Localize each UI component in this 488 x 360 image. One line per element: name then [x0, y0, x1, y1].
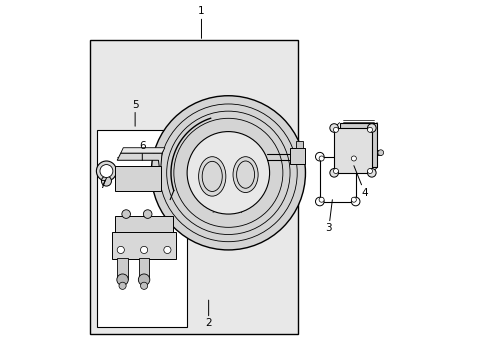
Circle shape	[367, 127, 372, 132]
Bar	[117, 258, 128, 279]
Circle shape	[319, 156, 324, 161]
Bar	[115, 216, 172, 234]
Text: 6: 6	[139, 141, 145, 160]
Bar	[319, 157, 355, 202]
Bar	[139, 258, 149, 279]
Circle shape	[151, 96, 305, 250]
Bar	[290, 148, 305, 164]
Text: 3: 3	[325, 200, 332, 233]
Circle shape	[351, 197, 359, 206]
Circle shape	[333, 168, 338, 174]
Circle shape	[351, 156, 356, 161]
Circle shape	[315, 152, 324, 161]
Bar	[90, 40, 298, 334]
Ellipse shape	[202, 161, 222, 192]
Circle shape	[319, 197, 324, 202]
Circle shape	[96, 161, 116, 181]
Circle shape	[117, 246, 124, 253]
Circle shape	[333, 127, 338, 132]
Bar	[295, 141, 302, 148]
Circle shape	[100, 165, 113, 177]
Circle shape	[119, 282, 126, 289]
Circle shape	[138, 274, 149, 285]
Circle shape	[315, 197, 324, 206]
Ellipse shape	[198, 157, 225, 196]
Circle shape	[143, 210, 152, 219]
Ellipse shape	[236, 161, 254, 188]
Text: 2: 2	[205, 300, 211, 328]
Bar	[112, 232, 176, 259]
Bar	[115, 166, 161, 191]
Circle shape	[367, 168, 372, 174]
Circle shape	[351, 197, 356, 202]
Circle shape	[140, 282, 147, 289]
Bar	[97, 130, 187, 327]
Bar	[333, 128, 371, 173]
Text: 4: 4	[353, 166, 367, 198]
Circle shape	[351, 152, 359, 161]
Text: 7: 7	[100, 178, 106, 190]
Circle shape	[329, 168, 338, 177]
Ellipse shape	[233, 157, 258, 193]
Polygon shape	[121, 148, 164, 153]
Circle shape	[329, 124, 338, 132]
Circle shape	[140, 246, 147, 253]
Circle shape	[377, 150, 383, 156]
Circle shape	[117, 274, 128, 285]
Circle shape	[187, 132, 269, 214]
Text: 1: 1	[198, 6, 204, 39]
Circle shape	[122, 210, 130, 219]
Bar	[339, 123, 376, 167]
Text: 5: 5	[132, 100, 138, 126]
Circle shape	[101, 176, 111, 186]
Polygon shape	[117, 153, 162, 175]
Circle shape	[367, 168, 375, 177]
Circle shape	[163, 246, 171, 253]
Circle shape	[367, 124, 375, 132]
